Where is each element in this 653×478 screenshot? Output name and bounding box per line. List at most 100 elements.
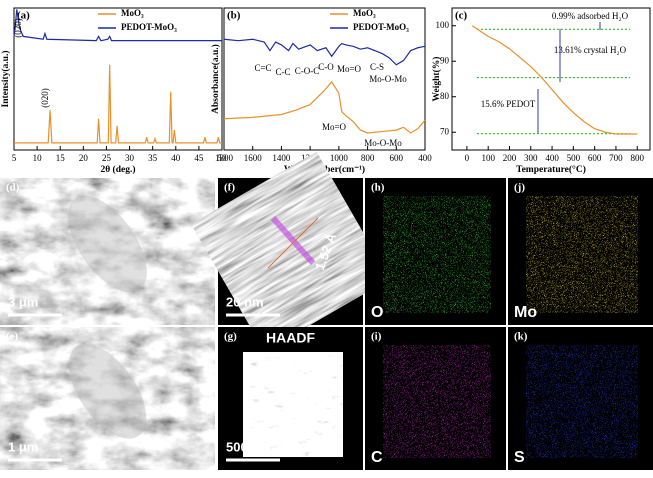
x-tick-label: 1400 bbox=[272, 153, 291, 163]
x-tick-label: 1000 bbox=[330, 153, 349, 163]
scale-bar-label: 500 nm bbox=[226, 439, 271, 454]
fringe-marker bbox=[267, 217, 319, 269]
micrograph-label: (e) bbox=[6, 331, 19, 343]
data-line bbox=[14, 64, 222, 144]
annotation: C-S bbox=[370, 62, 384, 72]
micrograph-label: (i) bbox=[371, 331, 382, 343]
x-axis-label: Temperature(°C) bbox=[516, 164, 586, 175]
x-tick-label: 200 bbox=[503, 153, 517, 163]
x-tick-label: 20 bbox=[79, 153, 89, 163]
x-tick-label: 500 bbox=[567, 153, 581, 163]
x-tick-label: 25 bbox=[102, 153, 112, 163]
x-axis-label: 2θ (deg.) bbox=[100, 164, 135, 175]
micrograph: (g) 500 nm HAADF bbox=[218, 327, 363, 470]
annotation: 15.6% PEDOT bbox=[481, 99, 536, 109]
annotation: C-O-C bbox=[295, 66, 320, 76]
data-line bbox=[223, 80, 426, 134]
y-tick-label: 100 bbox=[436, 20, 450, 30]
element-label: C bbox=[371, 449, 383, 466]
data-line bbox=[223, 38, 426, 66]
flake bbox=[68, 195, 147, 293]
annotation: Mo-O-Mo bbox=[364, 138, 402, 148]
annotation: C-O bbox=[318, 62, 334, 72]
element-map bbox=[526, 345, 638, 458]
legend-label: PEDOT-MoO₃ bbox=[121, 22, 177, 32]
legend-label: PEDOT-MoO₃ bbox=[353, 22, 409, 32]
micrograph: (k) S bbox=[508, 327, 653, 470]
micrograph: (h) O bbox=[365, 178, 506, 325]
fringe-marker bbox=[270, 216, 316, 265]
x-tick-label: 1800 bbox=[215, 153, 234, 163]
micrograph-label: (h) bbox=[371, 182, 385, 194]
x-tick-label: 50 bbox=[218, 153, 228, 163]
legend-label: MoO₃ bbox=[121, 8, 144, 18]
micrograph-label: (g) bbox=[224, 331, 237, 343]
data-line bbox=[471, 25, 638, 135]
sem-image bbox=[0, 178, 215, 325]
chart-panel: (c) 0 100 200 300 400 500 600 700 800 70 80 90 100 Tem… bbox=[431, 7, 651, 175]
element-label: O bbox=[371, 304, 383, 321]
micrograph-label: (f) bbox=[224, 182, 235, 194]
sem-image bbox=[0, 327, 215, 470]
x-tick-label: 600 bbox=[390, 153, 404, 163]
annotation: Mo-O-Mo bbox=[369, 74, 407, 84]
micrograph-label: (k) bbox=[514, 331, 528, 343]
x-tick-label: 800 bbox=[630, 153, 644, 163]
element-map bbox=[526, 196, 638, 313]
x-tick-label: 5 bbox=[12, 153, 17, 163]
tem-image bbox=[190, 151, 391, 352]
plot-frame bbox=[13, 7, 223, 151]
x-tick-label: 45 bbox=[194, 153, 204, 163]
chart-panel: (a) 5 10 15 20 25 30 35 40 45 50 2θ (deg.) Intensity… bbox=[0, 7, 228, 175]
x-tick-label: 800 bbox=[361, 153, 375, 163]
haadf-particle bbox=[243, 352, 343, 457]
x-tick-label: 40 bbox=[171, 153, 181, 163]
annotation: 0.99% adsorbed H₂O bbox=[552, 11, 629, 21]
x-tick-label: 15 bbox=[56, 153, 66, 163]
x-tick-label: 600 bbox=[588, 153, 602, 163]
micrograph: (j) Mo bbox=[508, 178, 653, 325]
element-label: Mo bbox=[514, 304, 537, 321]
flake bbox=[68, 344, 147, 439]
y-axis-label: Weight(%) bbox=[431, 57, 442, 102]
annotation: C-C bbox=[275, 67, 290, 77]
annotation: C=C bbox=[254, 63, 271, 73]
plot-frame bbox=[223, 7, 426, 151]
x-tick-label: 1600 bbox=[244, 153, 263, 163]
annotation: (020) bbox=[40, 88, 50, 108]
micrograph-title: HAADF bbox=[266, 330, 315, 346]
micrograph: (d) 3 μm bbox=[0, 178, 215, 325]
panel-label: (c) bbox=[455, 10, 468, 22]
x-tick-label: 0 bbox=[465, 153, 470, 163]
x-tick-label: 300 bbox=[524, 153, 538, 163]
data-line bbox=[13, 9, 222, 42]
x-tick-label: 30 bbox=[125, 153, 135, 163]
x-tick-label: 400 bbox=[545, 153, 559, 163]
element-map bbox=[383, 345, 491, 458]
x-tick-label: 100 bbox=[481, 153, 495, 163]
x-tick-label: 400 bbox=[418, 153, 432, 163]
scale-bar-label: 1 μm bbox=[8, 439, 38, 454]
micrograph: (i) C bbox=[365, 327, 506, 470]
x-tick-label: 35 bbox=[148, 153, 158, 163]
annotation: Mo=O bbox=[337, 64, 362, 74]
micrograph: (f)20 nm1.52 Å bbox=[190, 151, 391, 352]
y-tick-label: 70 bbox=[440, 126, 450, 136]
y-axis-label: Absorbance(a.u.) bbox=[210, 44, 221, 114]
scale-bar-label: 20 nm bbox=[226, 294, 264, 309]
y-tick-label: 80 bbox=[440, 91, 450, 101]
micrograph: (e) 1 μm bbox=[0, 327, 215, 470]
x-tick-label: 10 bbox=[33, 153, 43, 163]
legend-label: MoO₃ bbox=[353, 8, 376, 18]
panel-label: (a) bbox=[17, 10, 30, 22]
scale-bar-label: 3 μm bbox=[8, 294, 38, 309]
micrograph-label: (j) bbox=[514, 182, 525, 194]
annotation: Mo=O bbox=[322, 122, 347, 132]
x-tick-label: 700 bbox=[609, 153, 623, 163]
micrograph-label: (d) bbox=[6, 182, 20, 194]
plot-frame bbox=[451, 7, 651, 151]
annotation: 13.61% crystal H₂O bbox=[554, 45, 627, 55]
element-map bbox=[383, 196, 491, 313]
chart-panel: (b)18001600140012001000800600400Wavenumb… bbox=[210, 7, 432, 175]
